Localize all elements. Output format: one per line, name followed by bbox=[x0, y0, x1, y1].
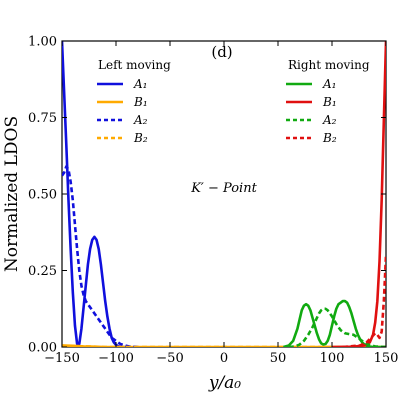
ticks-layer: −150 −100 −50 0 50 100 150 0.00 0.25 0.50 0.75 1.00 bbox=[28, 35, 398, 367]
panel-label: (d) bbox=[211, 43, 232, 61]
legend-right-label-a2: A₂ bbox=[322, 113, 337, 127]
x-axis-label: y/a₀ bbox=[208, 373, 241, 393]
series-left-moving-0 bbox=[62, 41, 127, 347]
x-tick-label: 50 bbox=[270, 351, 287, 366]
series-right-moving-5 bbox=[331, 41, 386, 347]
x-tick-label: −100 bbox=[98, 351, 134, 366]
legend-left-label-a2: A₂ bbox=[133, 113, 148, 127]
legend-left-label-b1: B₁ bbox=[133, 95, 148, 109]
x-tick-label: 150 bbox=[374, 351, 399, 366]
y-tick-label: 0.50 bbox=[28, 188, 57, 203]
series-right-moving-7 bbox=[342, 255, 386, 347]
legend-left-title: Left moving bbox=[98, 58, 171, 72]
y-tick-label: 1.00 bbox=[28, 35, 57, 50]
legend-right: Right moving A₁ B₁ A₂ B₂ bbox=[286, 58, 370, 145]
y-tick-label: 0.00 bbox=[28, 341, 57, 356]
series-left-moving-2 bbox=[62, 165, 138, 347]
legend-left-label-b2: B₂ bbox=[133, 131, 148, 145]
legend-right-title: Right moving bbox=[288, 58, 370, 72]
legend-left-label-a1: A₁ bbox=[133, 77, 147, 91]
legend-right-label-b2: B₂ bbox=[322, 131, 337, 145]
legend-right-label-a1: A₁ bbox=[322, 77, 336, 91]
legend-left: Left moving A₁ B₁ A₂ B₂ bbox=[97, 58, 171, 145]
x-tick-label: 0 bbox=[220, 351, 228, 366]
y-tick-label: 0.75 bbox=[28, 111, 57, 126]
k-point-annotation: K′ − Point bbox=[190, 181, 257, 196]
legend-right-label-b1: B₁ bbox=[322, 95, 337, 109]
x-tick-label: −150 bbox=[44, 351, 80, 366]
series-right-moving-6 bbox=[288, 307, 386, 347]
series-left-moving-3 bbox=[62, 344, 386, 347]
y-axis-label: Normalized LDOS bbox=[2, 116, 22, 272]
x-tick-label: −50 bbox=[156, 351, 183, 366]
x-tick-label: 100 bbox=[320, 351, 345, 366]
y-tick-label: 0.25 bbox=[28, 264, 57, 279]
